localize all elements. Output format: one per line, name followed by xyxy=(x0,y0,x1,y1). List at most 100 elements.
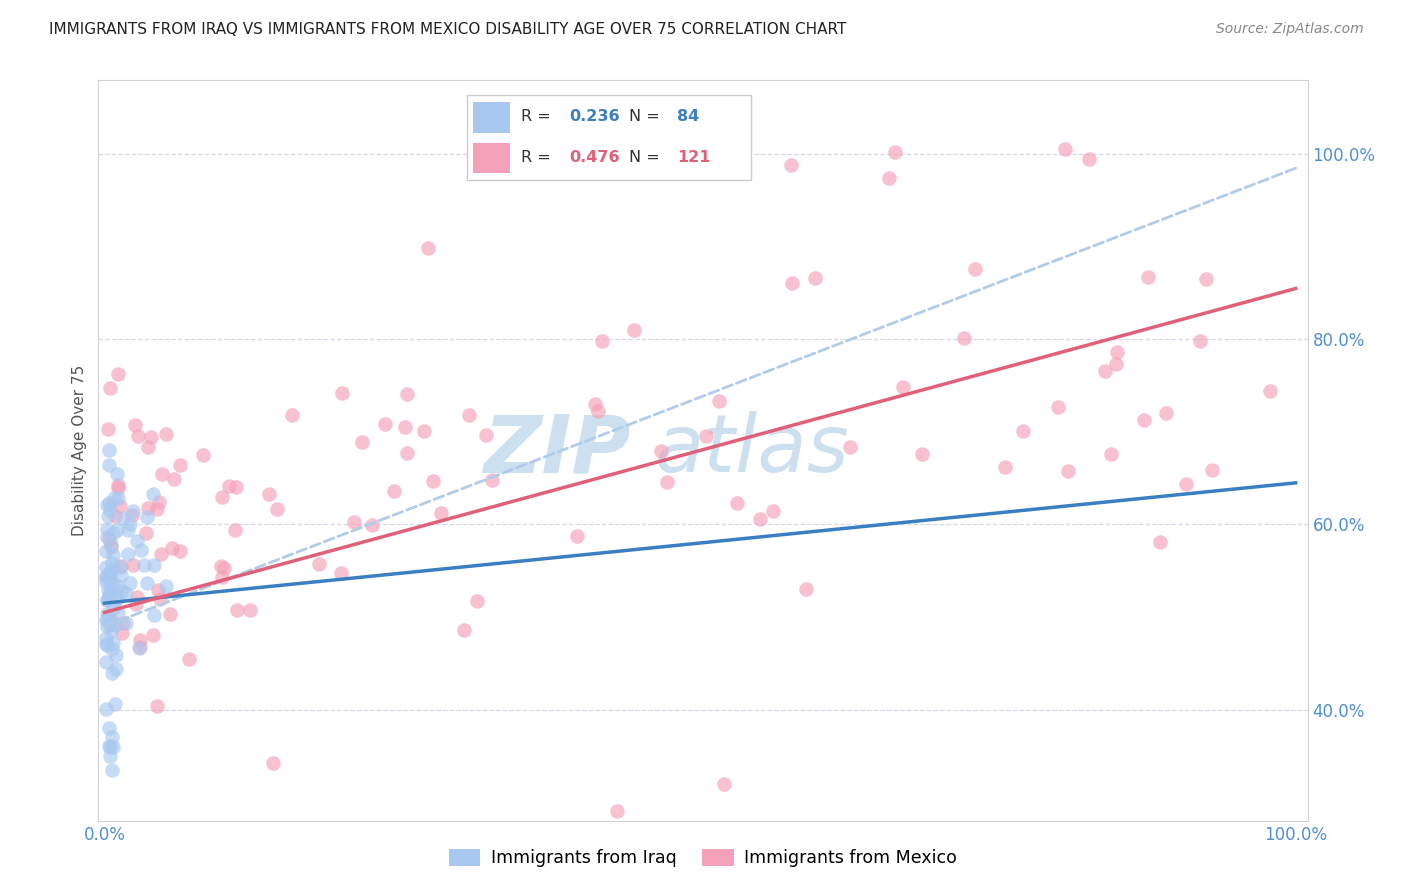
Point xyxy=(1149,535,1171,549)
Point xyxy=(96,638,118,652)
Point xyxy=(96,631,118,645)
Point xyxy=(118,576,141,591)
Point xyxy=(623,323,645,337)
Point xyxy=(239,603,262,617)
Point xyxy=(96,530,118,544)
Point xyxy=(394,420,416,434)
Point xyxy=(695,429,717,443)
Point xyxy=(725,496,748,510)
Point xyxy=(1099,447,1122,461)
Point xyxy=(105,467,128,482)
Point xyxy=(98,533,121,547)
Point xyxy=(145,502,167,516)
Point xyxy=(124,418,146,433)
Point xyxy=(148,583,170,598)
Point xyxy=(280,408,302,422)
Point xyxy=(762,504,785,518)
Point xyxy=(94,655,117,669)
Point xyxy=(145,698,167,713)
Point xyxy=(98,739,121,754)
Point xyxy=(128,632,150,647)
Point xyxy=(104,662,127,676)
Point xyxy=(129,640,152,654)
Point xyxy=(163,472,186,486)
Point xyxy=(159,607,181,622)
Text: IMMIGRANTS FROM IRAQ VS IMMIGRANTS FROM MEXICO DISABILITY AGE OVER 75 CORRELATIO: IMMIGRANTS FROM IRAQ VS IMMIGRANTS FROM … xyxy=(49,22,846,37)
Point xyxy=(879,170,901,185)
Point xyxy=(108,499,131,513)
Point xyxy=(586,404,609,418)
Point xyxy=(963,262,986,277)
Point xyxy=(104,618,127,632)
Point xyxy=(169,458,191,473)
Point xyxy=(1053,142,1076,156)
Point xyxy=(100,624,122,638)
Point xyxy=(150,467,173,482)
Point xyxy=(262,756,284,770)
Point xyxy=(107,481,129,495)
Point xyxy=(453,623,475,637)
Point xyxy=(1154,406,1177,420)
Point xyxy=(329,566,352,580)
Point xyxy=(422,474,444,488)
Point xyxy=(143,558,166,573)
Point xyxy=(136,500,159,515)
Point xyxy=(780,277,803,291)
Point xyxy=(107,579,129,593)
Point xyxy=(212,561,235,575)
Point xyxy=(135,575,157,590)
Point xyxy=(396,446,419,460)
Point xyxy=(104,594,127,608)
Point xyxy=(838,440,860,454)
Point xyxy=(98,589,121,603)
Point xyxy=(361,517,384,532)
Point xyxy=(412,424,434,438)
Point xyxy=(650,444,672,458)
Point xyxy=(107,491,129,505)
Point xyxy=(142,487,165,501)
Point xyxy=(330,386,353,401)
Point xyxy=(104,648,127,662)
Point xyxy=(107,523,129,537)
Point xyxy=(169,544,191,558)
Point xyxy=(110,558,132,573)
Point xyxy=(101,739,124,754)
Point xyxy=(107,478,129,492)
Point xyxy=(211,490,233,504)
Point xyxy=(142,627,165,641)
Point xyxy=(139,430,162,444)
Point xyxy=(749,512,772,526)
Point xyxy=(177,652,200,666)
Point xyxy=(98,721,121,735)
Point xyxy=(94,544,117,558)
Point xyxy=(100,536,122,550)
Point xyxy=(211,570,233,584)
Point xyxy=(111,583,134,598)
Point xyxy=(149,591,172,606)
Point xyxy=(96,607,118,621)
Point xyxy=(384,483,406,498)
Point xyxy=(100,763,122,777)
Point xyxy=(94,569,117,583)
Point xyxy=(118,516,141,531)
Point xyxy=(218,478,240,492)
Point xyxy=(110,568,132,582)
Point xyxy=(1057,464,1080,478)
Point xyxy=(100,581,122,595)
Point xyxy=(96,619,118,633)
Point xyxy=(121,508,143,522)
Point xyxy=(226,603,249,617)
Point xyxy=(98,458,121,473)
Point xyxy=(96,522,118,536)
Point xyxy=(481,473,503,487)
Point xyxy=(107,606,129,620)
Point xyxy=(94,702,117,716)
Point xyxy=(155,427,177,442)
Point xyxy=(112,511,135,525)
Point xyxy=(1077,152,1099,166)
Point xyxy=(583,397,606,411)
Point xyxy=(98,566,121,581)
Point xyxy=(804,271,827,285)
Legend: Immigrants from Iraq, Immigrants from Mexico: Immigrants from Iraq, Immigrants from Me… xyxy=(441,842,965,874)
Point xyxy=(1174,477,1197,491)
